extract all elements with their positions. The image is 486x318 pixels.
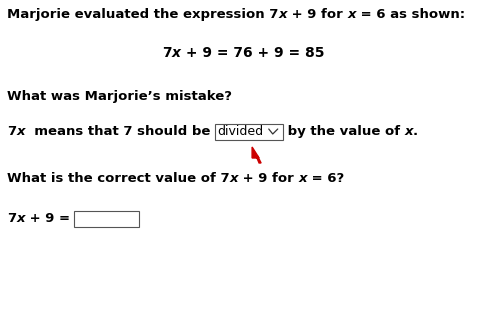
Text: x: x bbox=[16, 212, 25, 225]
Text: = 6 as shown:: = 6 as shown: bbox=[356, 8, 465, 21]
Text: x: x bbox=[298, 172, 307, 185]
Text: x: x bbox=[229, 172, 238, 185]
Text: Marjorie evaluated the expression 7: Marjorie evaluated the expression 7 bbox=[7, 8, 278, 21]
Text: x: x bbox=[172, 46, 181, 60]
Text: x: x bbox=[278, 8, 287, 21]
Text: means that 7 should be: means that 7 should be bbox=[25, 125, 215, 138]
Text: + 9 = 76 + 9 = 85: + 9 = 76 + 9 = 85 bbox=[181, 46, 324, 60]
Bar bbox=[74, 211, 139, 227]
Text: x: x bbox=[404, 125, 413, 138]
Text: 7: 7 bbox=[7, 125, 16, 138]
Text: by the value of: by the value of bbox=[283, 125, 404, 138]
Text: What is the correct value of 7: What is the correct value of 7 bbox=[7, 172, 229, 185]
Text: What was Marjorie’s mistake?: What was Marjorie’s mistake? bbox=[7, 90, 232, 103]
Text: x: x bbox=[347, 8, 356, 21]
Text: 7: 7 bbox=[7, 212, 16, 225]
Text: + 9 =: + 9 = bbox=[25, 212, 74, 225]
Text: x: x bbox=[16, 125, 25, 138]
Text: 7: 7 bbox=[162, 46, 172, 60]
Bar bbox=[215, 124, 283, 140]
Text: + 9 for: + 9 for bbox=[287, 8, 347, 21]
Text: divided: divided bbox=[218, 125, 264, 138]
Text: + 9 for: + 9 for bbox=[238, 172, 298, 185]
Text: = 6?: = 6? bbox=[307, 172, 344, 185]
Text: .: . bbox=[413, 125, 418, 138]
Polygon shape bbox=[252, 147, 261, 163]
